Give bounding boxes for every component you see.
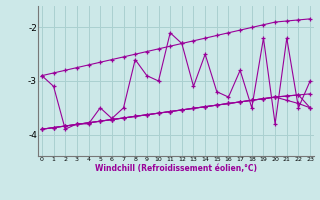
X-axis label: Windchill (Refroidissement éolien,°C): Windchill (Refroidissement éolien,°C) xyxy=(95,164,257,173)
